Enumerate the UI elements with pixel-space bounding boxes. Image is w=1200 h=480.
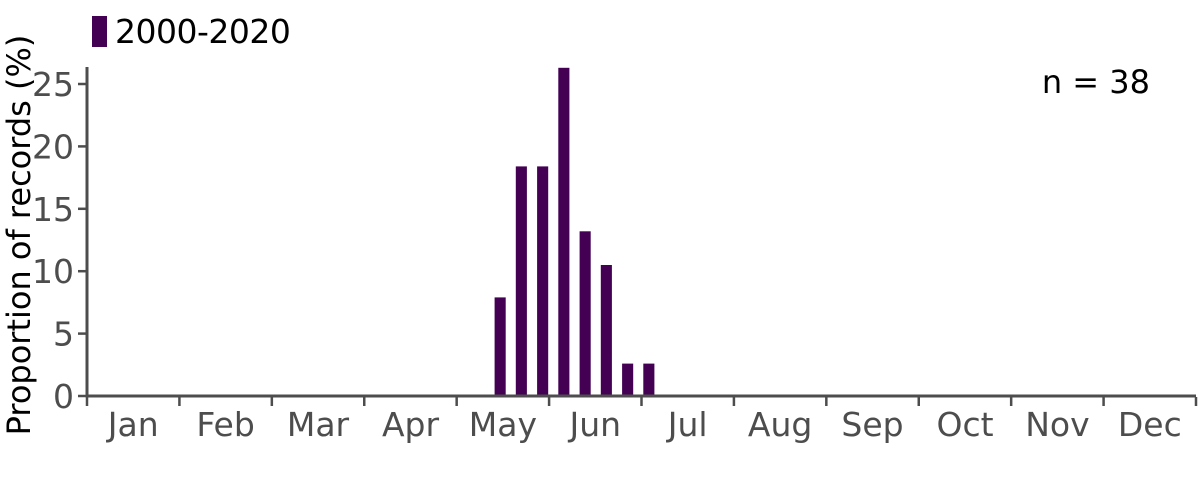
bar bbox=[622, 363, 634, 396]
bar bbox=[579, 231, 591, 396]
x-tick-label: Oct bbox=[936, 405, 993, 444]
bar bbox=[600, 265, 612, 396]
legend-label: 2000-2020 bbox=[115, 12, 291, 51]
y-axis-title: Proportion of records (%) bbox=[0, 34, 38, 436]
legend-swatch bbox=[92, 16, 107, 47]
x-tick-label: Feb bbox=[196, 405, 254, 444]
y-tick-label: 20 bbox=[32, 127, 74, 166]
x-tick-label: Mar bbox=[287, 405, 350, 444]
x-tick-label: Aug bbox=[748, 405, 812, 444]
x-tick-label: Jun bbox=[568, 405, 622, 444]
bar bbox=[537, 166, 549, 396]
sample-size-annotation: n = 38 bbox=[1041, 63, 1150, 101]
y-tick-label: 10 bbox=[32, 252, 74, 291]
y-tick-label: 0 bbox=[53, 377, 74, 416]
x-tick-label: Jul bbox=[666, 405, 708, 444]
x-tick-label: Sep bbox=[841, 405, 903, 444]
bar bbox=[515, 166, 527, 396]
x-tick-label: Apr bbox=[382, 405, 440, 444]
bar bbox=[643, 363, 655, 396]
bar bbox=[494, 297, 506, 396]
y-tick-label: 5 bbox=[53, 315, 74, 354]
bar bbox=[558, 67, 570, 397]
x-tick-label: Dec bbox=[1118, 405, 1182, 444]
legend: 2000-2020 bbox=[92, 12, 291, 51]
x-tick-label: Nov bbox=[1025, 405, 1089, 444]
x-tick-label: Jan bbox=[106, 405, 159, 444]
y-tick-label: 25 bbox=[32, 65, 74, 104]
x-tick-label: May bbox=[469, 405, 537, 444]
y-tick-label: 15 bbox=[32, 190, 74, 229]
